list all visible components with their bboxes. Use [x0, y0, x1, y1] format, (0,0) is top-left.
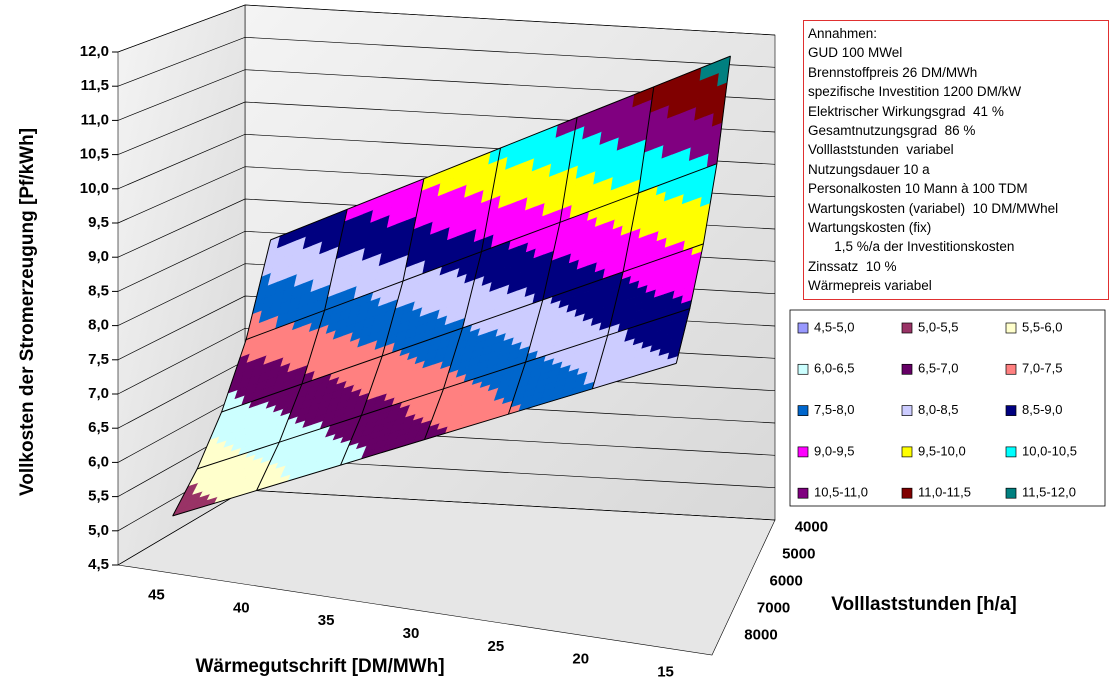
x-tick-label: 45	[148, 586, 165, 603]
legend-label: 6,0-6,5	[814, 361, 854, 376]
annotation-line: Zinssatz 10 %	[808, 258, 897, 274]
surface-grid-line	[340, 178, 425, 466]
legend-label: 9,0-9,5	[814, 443, 854, 458]
y-tick-label: 8000	[744, 626, 777, 643]
grid-line	[117, 4, 776, 53]
legend-swatch	[901, 487, 913, 499]
annotation-line: Personalkosten 10 Mann à 100 TDM	[808, 181, 1028, 197]
z-tick-label: 11,0	[81, 111, 109, 128]
z-tick-label: 6,0	[88, 453, 109, 470]
legend-swatch	[797, 363, 809, 375]
legend-swatch	[1005, 322, 1017, 334]
legend-swatch	[1005, 363, 1017, 375]
annotation-line: Elektrischer Wirkungsgrad 41 %	[808, 103, 1004, 119]
y-tick-label: 4000	[795, 518, 828, 535]
z-tick-label: 10,0	[80, 180, 109, 197]
z-tick-label: 7,5	[88, 351, 109, 368]
z-tick-label: 11,5	[81, 77, 109, 94]
surface-grid-line	[675, 56, 731, 364]
legend-label: 8,0-8,5	[918, 402, 958, 417]
legend-label: 11,0-11,5	[918, 485, 971, 500]
x-axis-title: Wärmegutschrift [DM/MWh]	[195, 656, 444, 677]
z-tick-label: 8,0	[88, 317, 109, 334]
y-tick-label: 5000	[782, 545, 815, 562]
legend-box	[789, 309, 1106, 507]
annotation-line: Gesamtnutzungsgrad 86 %	[808, 123, 976, 139]
z-tick-label: 5,0	[88, 522, 109, 539]
legend-label: 5,5-6,0	[1022, 319, 1062, 334]
grid-line	[117, 36, 776, 87]
annotation-box: Annahmen: GUD 100 MWel Brennstoffpreis 26 …	[803, 20, 1109, 300]
annotation-line: Wartungskosten (fix)	[808, 220, 932, 236]
legend-swatch	[1005, 405, 1017, 416]
legend-label: 10,0-10,5	[1022, 443, 1077, 458]
z-tick-label: 9,5	[88, 214, 109, 231]
annotation-line: Wärmepreis variabel	[808, 278, 932, 294]
surface-grid-line	[256, 209, 348, 491]
z-tick-label: 9,0	[88, 248, 109, 265]
z-tick-label: 8,5	[88, 282, 109, 299]
z-tick-label: 4,5	[88, 556, 109, 573]
x-tick-label: 40	[233, 599, 250, 616]
legend-swatch	[901, 446, 913, 458]
legend-swatch	[901, 363, 913, 375]
z-tick-label: 6,5	[88, 419, 109, 436]
annotation-line: GUD 100 MWel	[808, 45, 903, 61]
legend-label: 9,5-10,0	[918, 443, 966, 458]
legend-label: 10,5-11,0	[814, 485, 868, 500]
z-tick-label: 7,0	[88, 385, 109, 402]
annotation-line: Annahmen:	[808, 26, 878, 41]
legend-swatch	[797, 487, 809, 499]
x-tick-label: 20	[572, 651, 589, 668]
legend-swatch	[1005, 446, 1017, 458]
legend-swatch	[1005, 487, 1017, 499]
annotation-line: spezifische Investition 1200 DM/kW	[808, 84, 1022, 100]
grid-line	[117, 69, 776, 121]
y-axis-title: Volllaststunden [h/a]	[831, 594, 1016, 615]
surface-grid-line	[424, 147, 501, 440]
legend-swatch	[901, 405, 913, 416]
surface-grid-line	[591, 86, 655, 389]
y-tick-label: 7000	[757, 599, 790, 616]
legend-swatch	[797, 405, 809, 416]
annotation-line: Brennstoffpreis 26 DM/MWh	[808, 64, 978, 80]
legend-swatch	[797, 322, 809, 334]
annotation-line: 1,5 %/a der Investitionskosten	[808, 239, 1015, 255]
x-tick-label: 25	[488, 638, 505, 655]
legend-label: 4,5-5,0	[814, 319, 854, 334]
x-tick-label: 35	[318, 612, 335, 629]
annotation-line: Nutzungsdauer 10 a	[808, 161, 930, 177]
z-axis-title: Vollkosten der Stromerzeugung [Pf/kWh]	[17, 128, 38, 496]
x-tick-label: 30	[403, 625, 420, 642]
legend-swatch	[797, 446, 809, 458]
legend-label: 6,5-7,0	[918, 361, 958, 376]
surface-grid-line	[507, 117, 578, 415]
legend-label: 11,5-12,0	[1022, 485, 1076, 500]
annotation-line: Volllaststunden variabel	[808, 142, 954, 158]
annotation-line: Wartungskosten (variabel) 10 DM/MWhel	[808, 200, 1059, 216]
surface-grid-line	[172, 239, 272, 517]
z-tick-label: 10,5	[80, 146, 109, 163]
legend-label: 7,5-8,0	[814, 402, 854, 417]
z-tick-label: 5,5	[88, 488, 109, 505]
y-tick-label: 6000	[770, 572, 803, 589]
legend-label: 8,5-9,0	[1022, 402, 1062, 417]
legend-label: 5,0-5,5	[918, 319, 958, 334]
surface	[172, 55, 731, 517]
legend-label: 7,0-7,5	[1022, 361, 1062, 376]
z-tick-label: 12,0	[80, 43, 109, 60]
legend-swatch	[901, 322, 913, 334]
x-tick-label: 15	[657, 664, 674, 681]
